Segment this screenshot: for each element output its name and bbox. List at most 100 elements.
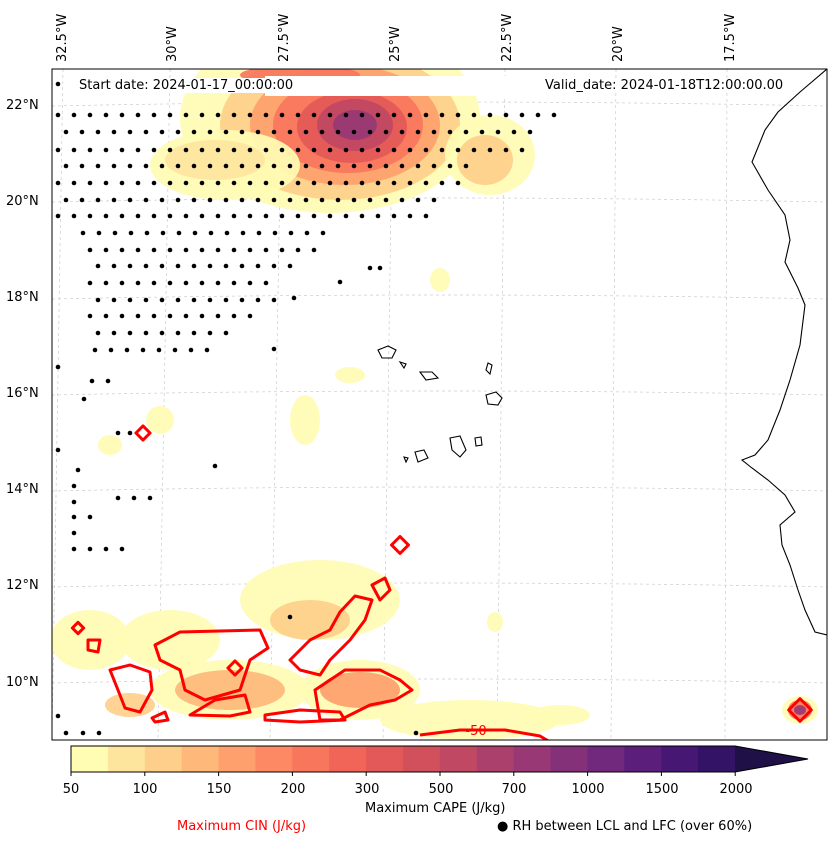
lat-tick: 12°N	[6, 578, 39, 593]
rh-dot	[71, 546, 77, 552]
rh-dot	[191, 263, 197, 269]
colorbar-tick-label: 50	[62, 782, 80, 797]
rh-dot	[287, 163, 293, 169]
rh-dot	[271, 129, 277, 135]
rh-dot	[55, 447, 61, 453]
rh-dot	[167, 112, 173, 118]
rh-dot	[159, 297, 165, 303]
rh-dot	[183, 247, 189, 253]
rh-dot	[103, 280, 109, 286]
rh-dot	[311, 112, 317, 118]
rh-dot	[175, 330, 181, 336]
colorbar-title: Maximum CAPE (J/kg)	[365, 801, 506, 816]
rh-dot	[147, 495, 153, 501]
cin-marker	[226, 659, 244, 677]
rh-dot	[271, 297, 277, 303]
rh-dot	[527, 129, 533, 135]
colorbar-tick-label: 200	[280, 782, 306, 797]
rh-dot	[431, 197, 437, 203]
rh-dot	[519, 147, 525, 153]
rh-dot	[188, 347, 194, 353]
colorbar-segment	[218, 746, 256, 772]
rh-dot	[119, 213, 125, 219]
rh-dot	[128, 230, 134, 236]
start-date-label: Start date: 2024-01-17_00:00:00	[76, 78, 297, 93]
rh-dot	[383, 163, 389, 169]
cape-blob	[175, 670, 285, 710]
rh-dot	[319, 163, 325, 169]
rh-dot	[207, 163, 213, 169]
rh-dot	[223, 330, 229, 336]
rh-dot	[135, 112, 141, 118]
rh-dot	[87, 280, 93, 286]
rh-dot	[391, 147, 397, 153]
rh-dot	[415, 163, 421, 169]
rh-dot	[247, 147, 253, 153]
rh-dot	[351, 163, 357, 169]
rh-dot	[279, 247, 285, 253]
rh-dot	[231, 247, 237, 253]
rh-dot	[343, 147, 349, 153]
rh-dot	[167, 313, 173, 319]
rh-dot	[96, 230, 102, 236]
rh-dot	[367, 265, 373, 271]
rh-dot	[279, 213, 285, 219]
rh-dot	[87, 514, 93, 520]
colorbar-outline	[70, 745, 809, 773]
colorbar-segment	[476, 746, 515, 772]
rh-dot	[367, 197, 373, 203]
rh-dot	[140, 347, 146, 353]
colorbar-segment	[255, 746, 293, 772]
rh-dot	[183, 147, 189, 153]
rh-dot	[455, 147, 461, 153]
colorbar-segment	[292, 746, 330, 772]
valid-date-label: Valid_date: 2024-01-18T12:00:00.00	[542, 78, 787, 93]
rh-dot	[375, 147, 381, 153]
island-outline	[418, 371, 440, 381]
rh-dot	[295, 147, 301, 153]
cin-contour	[108, 663, 154, 714]
rh-dot	[439, 180, 445, 186]
island-outline	[403, 456, 409, 464]
rh-dot	[359, 112, 365, 118]
rh-dot	[303, 163, 309, 169]
lon-tick: 17.5°W	[723, 13, 738, 62]
rh-dot	[207, 129, 213, 135]
rh-dot	[127, 197, 133, 203]
cape-blob	[530, 705, 590, 725]
rh-dot	[327, 112, 333, 118]
rh-dot	[479, 129, 485, 135]
rh-dot	[80, 230, 86, 236]
rh-dot	[239, 163, 245, 169]
rh-dot	[199, 180, 205, 186]
colorbar-tick-label: 1500	[645, 782, 679, 797]
rh-dot	[199, 112, 205, 118]
rh-dot	[391, 112, 397, 118]
cape-blob	[146, 406, 174, 434]
rh-legend-label: RH between LCL and LFC (over 60%)	[512, 819, 753, 834]
colorbar-segment	[698, 746, 736, 772]
rh-dot	[191, 129, 197, 135]
rh-dot	[439, 112, 445, 118]
rh-dot	[239, 263, 245, 269]
rh-dot	[207, 197, 213, 203]
lat-tick: 16°N	[6, 386, 39, 401]
lat-tick: 18°N	[6, 290, 39, 305]
rh-dot	[375, 112, 381, 118]
rh-dot	[487, 112, 493, 118]
rh-dot	[143, 297, 149, 303]
rh-dot	[231, 213, 237, 219]
rh-dot	[455, 112, 461, 118]
cape-blob	[320, 672, 400, 708]
rh-dot	[337, 279, 343, 285]
rh-dot	[327, 147, 333, 153]
rh-dot	[119, 546, 125, 552]
rh-dot	[215, 247, 221, 253]
rh-dot	[303, 129, 309, 135]
rh-dot	[271, 346, 277, 352]
rh-dot	[287, 614, 293, 620]
rh-dot	[151, 280, 157, 286]
rh-dot	[159, 163, 165, 169]
rh-dot	[351, 129, 357, 135]
